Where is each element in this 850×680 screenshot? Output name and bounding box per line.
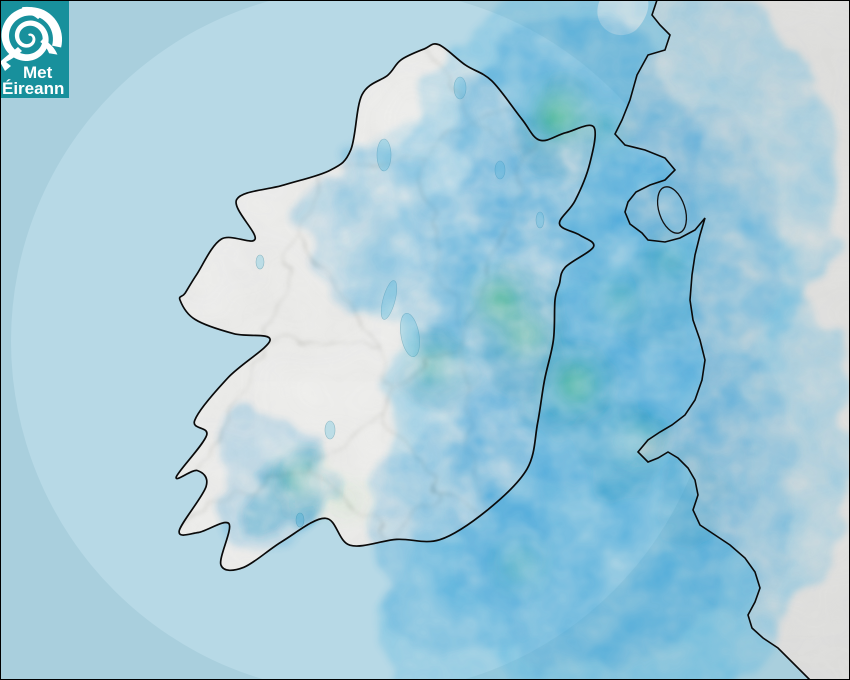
svg-text:Éireann: Éireann xyxy=(2,79,64,98)
